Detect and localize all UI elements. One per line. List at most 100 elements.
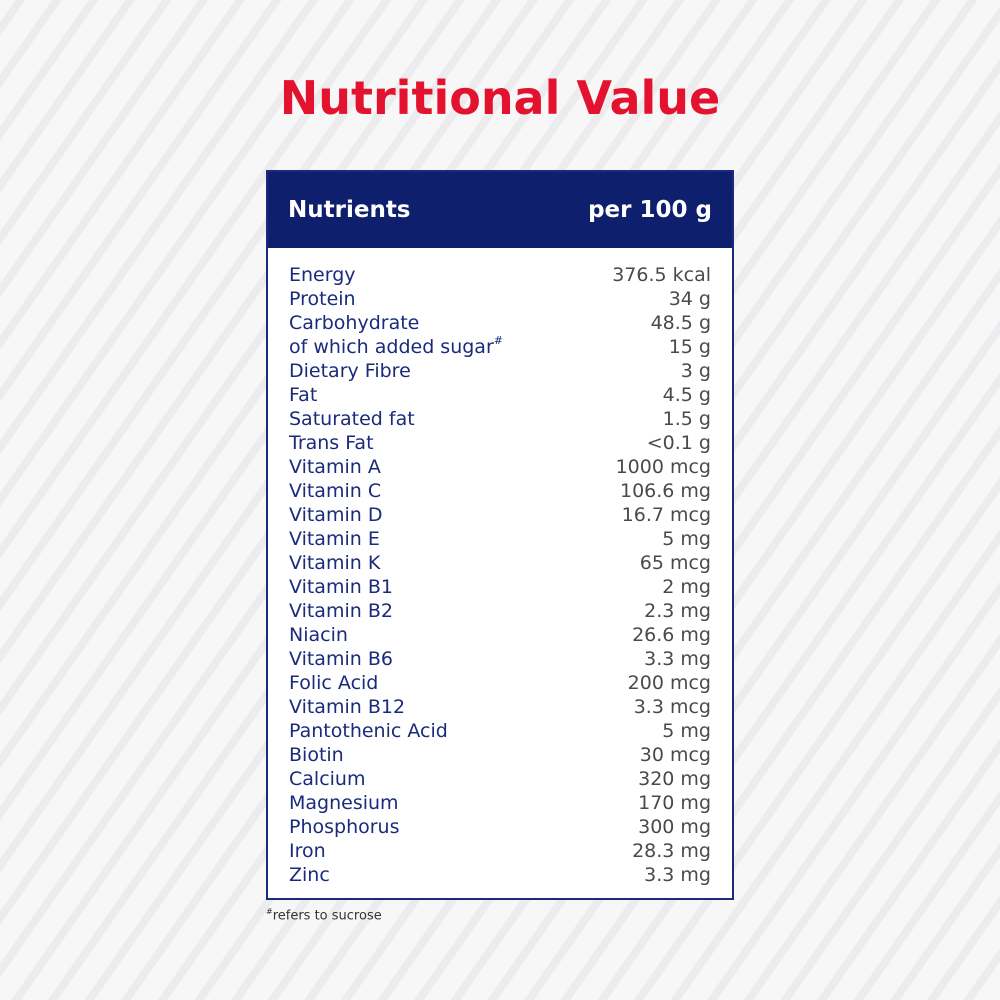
header-nutrients: Nutrients [288,197,411,223]
nutrient-name-text: Magnesium [289,792,399,814]
nutrient-value: 28.3 mg [632,840,711,862]
nutrient-name: Energy [289,263,356,287]
nutrient-name-text: Zinc [289,864,330,886]
table-row: Calcium 320 mg [268,767,732,791]
table-row: Carbohydrate 48.5 g [268,311,732,335]
nutrient-value: 106.6 mg [619,480,711,502]
nutrient-name-text: Biotin [289,744,344,766]
table-row: Vitamin A 1000 mcg [268,455,732,479]
table-row: Dietary Fibre 3 g [268,359,732,383]
table-row: Zinc 3.3 mg [268,863,732,887]
nutrient-name: Calcium [289,767,365,791]
table-row: Fat 4.5 g [268,383,732,407]
nutrient-value: 65 mcg [639,552,711,574]
nutrient-value: 1000 mcg [615,456,711,478]
table-row: Protein 34 g [268,287,732,311]
nutrient-name-text: Calcium [289,768,366,790]
nutrient-value: <0.1 g [646,432,711,454]
nutrient-value: 48.5 g [650,312,711,334]
nutrient-name-text: Dietary Fibre [289,360,411,382]
nutrient-value: 15 g [668,336,711,358]
nutrient-name-text: Fat [289,384,318,406]
nutrient-name: of which added sugar# [289,335,503,359]
nutrient-name: Protein [289,287,356,311]
nutrient-value: 30 mcg [639,744,711,766]
nutrient-name: Vitamin A [289,455,381,479]
nutrient-value: 170 mg [638,792,711,814]
nutrient-value: 34 g [668,288,711,310]
nutrient-value: 3.3 mcg [633,696,711,718]
nutrient-value: 300 mg [638,816,711,838]
table-row: Biotin 30 mcg [268,743,732,767]
table-row: Vitamin B12 3.3 mcg [268,695,732,719]
nutrient-name: Biotin [289,743,344,767]
table-row: Vitamin D 16.7 mcg [268,503,732,527]
nutrient-name: Vitamin D [289,503,382,527]
table-row: Vitamin B2 2.3 mg [268,599,732,623]
nutrient-name-text: Protein [289,288,356,310]
nutrient-name: Magnesium [289,791,399,815]
nutrient-value: 5 mg [662,528,711,550]
table-row: Vitamin E 5 mg [268,527,732,551]
nutrient-value: 376.5 kcal [612,264,711,286]
nutrient-value: 4.5 g [662,384,711,406]
nutrient-name: Vitamin B1 [289,575,393,599]
nutrient-name-text: Vitamin E [289,528,380,550]
footnote-text: refers to sucrose [272,908,382,924]
nutrient-name-text: Vitamin B12 [289,696,406,718]
nutrient-name-text: Vitamin K [289,552,381,574]
nutrient-name: Vitamin B6 [289,647,393,671]
nutrient-name-text: Iron [289,840,326,862]
nutrient-name: Zinc [289,863,330,887]
nutrient-value: 2.3 mg [644,600,711,622]
nutrient-name-text: Vitamin D [289,504,383,526]
nutrient-name-text: Folic Acid [289,672,379,694]
table-row: Vitamin C 106.6 mg [268,479,732,503]
nutrient-name-text: of which added sugar [289,336,494,358]
nutrient-value: 200 mcg [627,672,711,694]
footnote: #refers to sucrose [266,907,382,923]
table-row: Magnesium 170 mg [268,791,732,815]
nutrient-name: Vitamin K [289,551,380,575]
nutrient-name-text: Carbohydrate [289,312,420,334]
nutrient-name-text: Trans Fat [289,432,374,454]
table-row: Vitamin B1 2 mg [268,575,732,599]
nutrient-name-text: Vitamin C [289,480,382,502]
nutrient-value: 3.3 mg [644,648,711,670]
nutrient-name-text: Vitamin B6 [289,648,393,670]
nutrient-value: 1.5 g [662,408,711,430]
nutrient-name: Dietary Fibre [289,359,411,383]
nutrient-value: 2 mg [662,576,711,598]
header-per-100g: per 100 g [588,197,712,223]
nutrient-name: Folic Acid [289,671,378,695]
table-row: Phosphorus 300 mg [268,815,732,839]
nutrient-name-text: Vitamin B1 [289,576,393,598]
nutrient-name: Vitamin B12 [289,695,405,719]
page-title: Nutritional Value [279,71,721,125]
nutrient-value: 3.3 mg [644,864,711,886]
table-row: Niacin 26.6 mg [268,623,732,647]
nutrient-name: Fat [289,383,317,407]
nutrient-name-text: Niacin [289,624,348,646]
nutrient-name: Vitamin E [289,527,380,551]
table-row: of which added sugar# 15 g [268,335,732,359]
nutrient-name: Saturated fat [289,407,415,431]
table-row: Energy 376.5 kcal [268,263,732,287]
nutrient-name-text: Vitamin B2 [289,600,393,622]
nutrient-name: Phosphorus [289,815,400,839]
table-row: Pantothenic Acid 5 mg [268,719,732,743]
nutrient-value: 26.6 mg [632,624,711,646]
nutrient-value: 16.7 mcg [621,504,711,526]
footnote-mark: # [266,907,273,916]
nutrient-name-text: Phosphorus [289,816,400,838]
table-row: Saturated fat 1.5 g [268,407,732,431]
nutrient-name: Trans Fat [289,431,374,455]
nutrition-table: Nutrients per 100 g Energy 376.5 kcal Prot… [266,170,734,900]
table-row: Iron 28.3 mg [268,839,732,863]
table-rows: Energy 376.5 kcal Protein 34 g Carbohydrate 4… [268,248,732,887]
nutrient-name: Carbohydrate [289,311,419,335]
nutrient-name: Vitamin B2 [289,599,393,623]
table-row: Trans Fat <0.1 g [268,431,732,455]
nutrient-name-text: Vitamin A [289,456,381,478]
footnote-mark: # [493,333,503,347]
